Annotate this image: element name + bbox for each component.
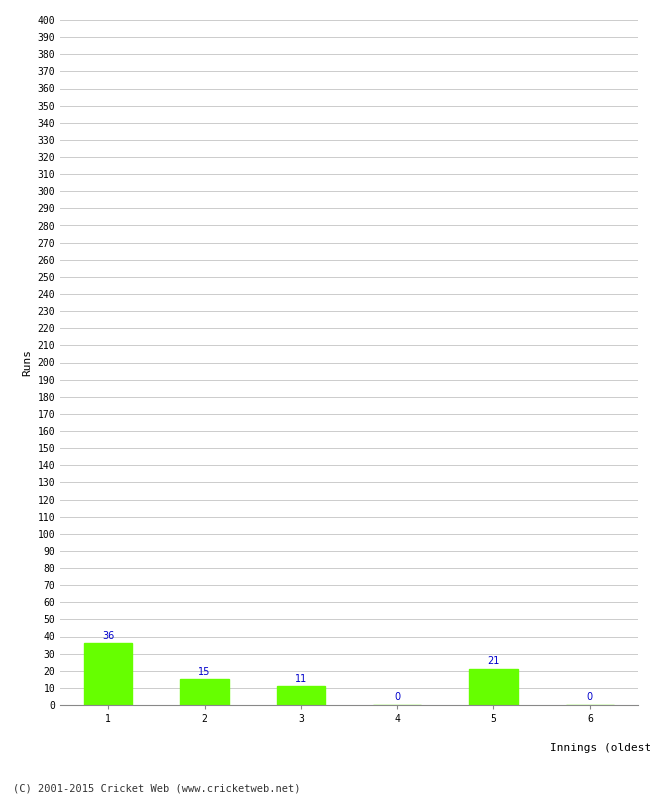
Text: 36: 36 <box>102 630 114 641</box>
Text: (C) 2001-2015 Cricket Web (www.cricketweb.net): (C) 2001-2015 Cricket Web (www.cricketwe… <box>13 784 300 794</box>
Text: 0: 0 <box>587 693 593 702</box>
Text: 0: 0 <box>394 693 400 702</box>
Text: 21: 21 <box>488 657 500 666</box>
Bar <box>469 669 517 705</box>
Text: 15: 15 <box>198 666 211 677</box>
Bar <box>181 679 229 705</box>
Y-axis label: Runs: Runs <box>22 349 32 376</box>
Text: 11: 11 <box>294 674 307 683</box>
Bar <box>277 686 325 705</box>
Bar <box>84 643 132 705</box>
X-axis label: Innings (oldest to newest): Innings (oldest to newest) <box>551 742 650 753</box>
